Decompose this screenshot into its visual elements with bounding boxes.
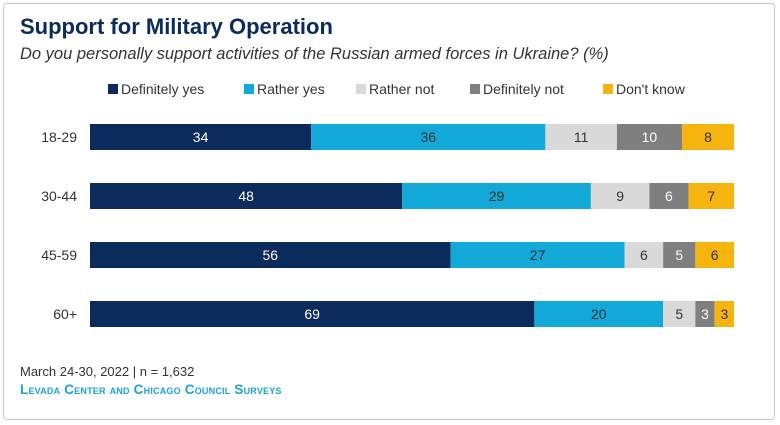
chart-title: Support for Military Operation — [20, 14, 333, 39]
bar-definitely-yes-60 — [90, 301, 535, 327]
data-label-don-t-know-30-44: 7 — [707, 188, 715, 204]
data-label-definitely-not-45-59: 5 — [675, 247, 683, 263]
bar-definitely-not-60 — [695, 301, 715, 327]
data-label-definitely-yes-45-59: 56 — [263, 247, 279, 263]
bar-definitely-yes-30-44 — [90, 183, 403, 209]
bar-definitely-yes-45-59 — [90, 242, 451, 268]
legend-label-rather-not: Rather not — [369, 81, 434, 97]
data-label-definitely-not-18-29: 10 — [642, 129, 658, 145]
data-label-definitely-yes-60: 69 — [304, 306, 320, 322]
data-label-definitely-yes-30-44: 48 — [238, 188, 254, 204]
legend-swatch-rather-yes — [244, 84, 254, 94]
data-label-rather-yes-30-44: 29 — [489, 188, 505, 204]
legend-swatch-don-t-know — [603, 84, 613, 94]
legend-swatch-definitely-not — [470, 84, 480, 94]
bar-definitely-not-18-29 — [616, 124, 682, 150]
data-label-don-t-know-60: 3 — [720, 306, 728, 322]
data-label-rather-not-18-29: 11 — [574, 129, 589, 145]
data-label-definitely-not-60: 3 — [701, 306, 709, 322]
bar-don-t-know-45-59 — [695, 242, 734, 268]
data-label-rather-yes-45-59: 27 — [530, 247, 546, 263]
data-label-definitely-yes-18-29: 34 — [193, 129, 209, 145]
bar-rather-not-45-59 — [624, 242, 664, 268]
bar-rather-not-18-29 — [545, 124, 617, 150]
chart-subtitle: Do you personally support activities of … — [20, 45, 609, 63]
bar-definitely-yes-18-29 — [90, 124, 312, 150]
bar-rather-yes-45-59 — [450, 242, 625, 268]
chart-frame — [3, 3, 775, 420]
legend-swatch-definitely-yes — [108, 84, 118, 94]
legend-label-don-t-know: Don't know — [616, 81, 686, 97]
bar-rather-yes-60 — [534, 301, 664, 327]
data-label-rather-not-30-44: 9 — [616, 188, 624, 204]
bar-rather-not-60 — [663, 301, 696, 327]
bar-definitely-not-30-44 — [649, 183, 689, 209]
legend-swatch-rather-not — [356, 84, 366, 94]
data-label-don-t-know-18-29: 8 — [704, 129, 712, 145]
source-credit: Levada Center and Chicago Council Survey… — [20, 382, 282, 397]
legend-label-rather-yes: Rather yes — [257, 81, 325, 97]
bar-rather-not-30-44 — [590, 183, 650, 209]
bar-don-t-know-60 — [714, 301, 734, 327]
footnote: March 24-30, 2022 | n = 1,632 — [20, 364, 195, 379]
data-label-definitely-not-30-44: 6 — [665, 188, 673, 204]
bar-don-t-know-18-29 — [681, 124, 734, 150]
legend-label-definitely-yes: Definitely yes — [121, 81, 204, 97]
bar-don-t-know-30-44 — [688, 183, 734, 209]
category-label-30-44: 30-44 — [41, 188, 77, 204]
legend-label-definitely-not: Definitely not — [483, 81, 564, 97]
data-label-rather-not-60: 5 — [675, 306, 683, 322]
data-label-don-t-know-45-59: 6 — [711, 247, 719, 263]
data-label-rather-not-45-59: 6 — [640, 247, 648, 263]
bar-definitely-not-45-59 — [663, 242, 696, 268]
category-label-60: 60+ — [53, 306, 77, 322]
bar-rather-yes-30-44 — [402, 183, 591, 209]
category-label-45-59: 45-59 — [41, 247, 77, 263]
data-label-rather-yes-60: 20 — [591, 306, 607, 322]
bar-rather-yes-18-29 — [311, 124, 546, 150]
category-label-18-29: 18-29 — [41, 129, 77, 145]
data-label-rather-yes-18-29: 36 — [420, 129, 436, 145]
